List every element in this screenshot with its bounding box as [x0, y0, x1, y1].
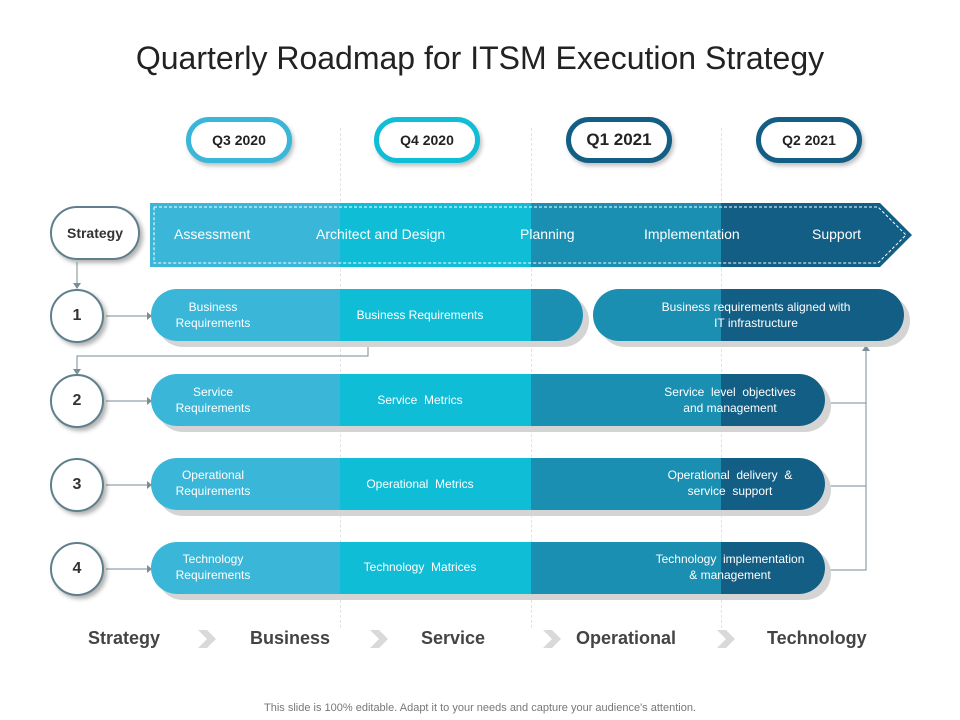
row-4-start-text: Technology Requirements [175, 552, 251, 582]
row-1-middle-text: Business Requirements [356, 308, 484, 322]
flow-business: Business [250, 628, 331, 648]
flow-strategy: Strategy [88, 628, 161, 648]
chevron-right-icon [370, 630, 388, 648]
quarter-q1-2021: Q1 2021 [566, 117, 672, 163]
row-2-start-text: Service Requirements [175, 385, 251, 415]
chevron-right-icon [543, 630, 561, 648]
quarter-q4-2020: Q4 2020 [374, 117, 480, 163]
row-3-end-text: Operational delivery & service support [667, 468, 793, 498]
chevron-right-icon [717, 630, 735, 648]
row-2-end-text: Service level objectives and management [664, 385, 796, 415]
step-circle-3: 3 [50, 458, 104, 512]
row-2-bar [151, 374, 825, 426]
row-2-middle-text: Service Metrics [377, 393, 463, 407]
quarter-q2-2021: Q2 2021 [756, 117, 862, 163]
page-title: Quarterly Roadmap for ITSM Execution Str… [135, 40, 825, 76]
row-3-start-text: Operational Requirements [175, 468, 251, 498]
quarter-q3-2020: Q3 2020 [186, 117, 292, 163]
row-1-bar-right [593, 289, 904, 341]
row-4-end-text: Technology implementation & management [655, 552, 805, 582]
row-1-bar-left [151, 289, 583, 341]
footer-note: This slide is 100% editable. Adapt it to… [264, 702, 696, 714]
step-circle-1: 1 [50, 289, 104, 343]
row-4-bar [151, 542, 825, 594]
flow-operational: Operational [576, 628, 677, 648]
stage-support: Support [812, 226, 862, 242]
stage-implementation: Implementation [644, 226, 740, 242]
stage-architect-design: Architect and Design [316, 226, 446, 242]
chevron-right-icon [198, 630, 216, 648]
row-3-middle-text: Operational Metrics [366, 477, 474, 491]
stage-planning: Planning [520, 226, 575, 242]
row-1-start-text: Business Requirements [175, 300, 251, 330]
row-4-middle-text: Technology Matrices [363, 560, 477, 574]
stage-assessment: Assessment [174, 226, 251, 242]
step-circle-4: 4 [50, 542, 104, 596]
strategy-node: Strategy [50, 206, 140, 260]
row-3-bar [151, 458, 825, 510]
stage-arrow-band [150, 203, 912, 267]
flow-technology: Technology [767, 628, 867, 648]
flow-service: Service [421, 628, 486, 648]
step-circle-2: 2 [50, 374, 104, 428]
row-1-end-text: Business requirements aligned with IT in… [661, 300, 851, 330]
